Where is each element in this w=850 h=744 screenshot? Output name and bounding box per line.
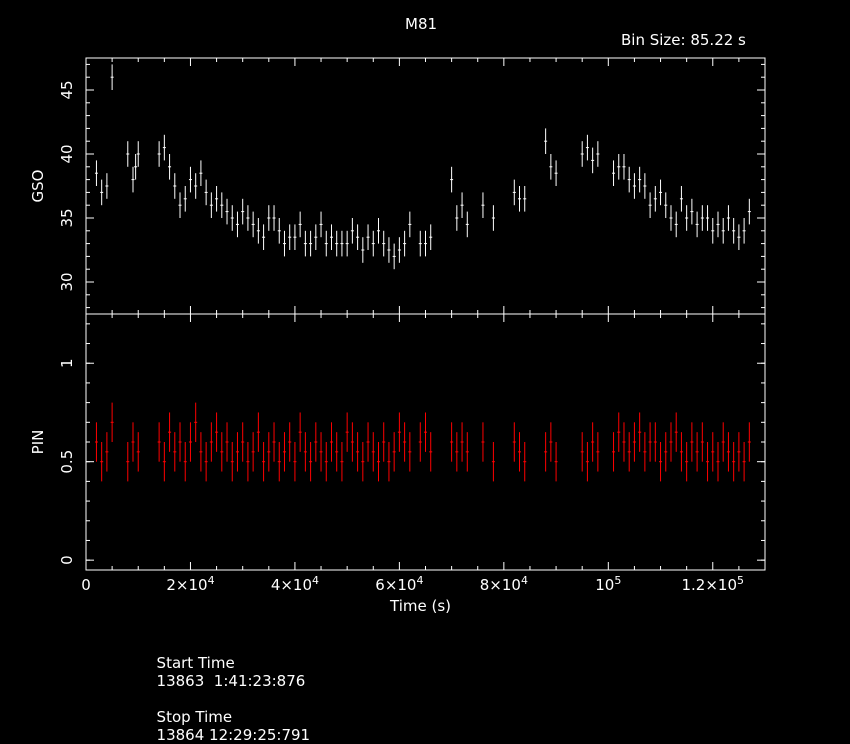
- x-tick-label: 2×104: [166, 574, 214, 594]
- pin-ytick-label: 0.5: [58, 450, 76, 474]
- chart-title: M81: [405, 15, 438, 33]
- gso-ytick-label: 45: [58, 80, 76, 99]
- x-tick-label: 105: [595, 574, 621, 594]
- gso-ytick-label: 35: [58, 208, 76, 227]
- gso-ylabel: GSO: [29, 170, 47, 203]
- x-tick-label: 4×104: [271, 574, 319, 594]
- x-tick-label: 1.2×105: [682, 574, 745, 594]
- x-tick-label: 8×104: [480, 574, 528, 594]
- light-curve-plot: 30 35 40 45 GSO 0 0.5 1 PIN 0 2×104 4×104 6×104 8×104…: [29, 57, 766, 594]
- x-axis-label: Time (s): [390, 597, 451, 615]
- stop-time-label: Stop Time: [156, 708, 233, 726]
- pin-ytick-label: 1: [58, 358, 76, 368]
- x-tick-label: 0: [81, 576, 91, 594]
- pin-ytick-label: 0: [58, 555, 76, 565]
- stop-time-value: 13864 12:29:25:791: [156, 726, 311, 744]
- gso-ytick-label: 40: [58, 144, 76, 163]
- pin-ylabel: PIN: [29, 430, 47, 455]
- x-tick-label: 6×104: [375, 574, 423, 594]
- start-time-label: Start Time: [156, 654, 235, 672]
- time-range-footer: Start Time 13863 1:41:23:876 Stop Time 1…: [147, 636, 311, 744]
- gso-ytick-label: 30: [58, 272, 76, 291]
- bin-size-annotation: Bin Size: 85.22 s: [621, 31, 746, 49]
- start-time-value: 13863 1:41:23:876: [156, 672, 306, 690]
- gso-frame: [85, 57, 766, 315]
